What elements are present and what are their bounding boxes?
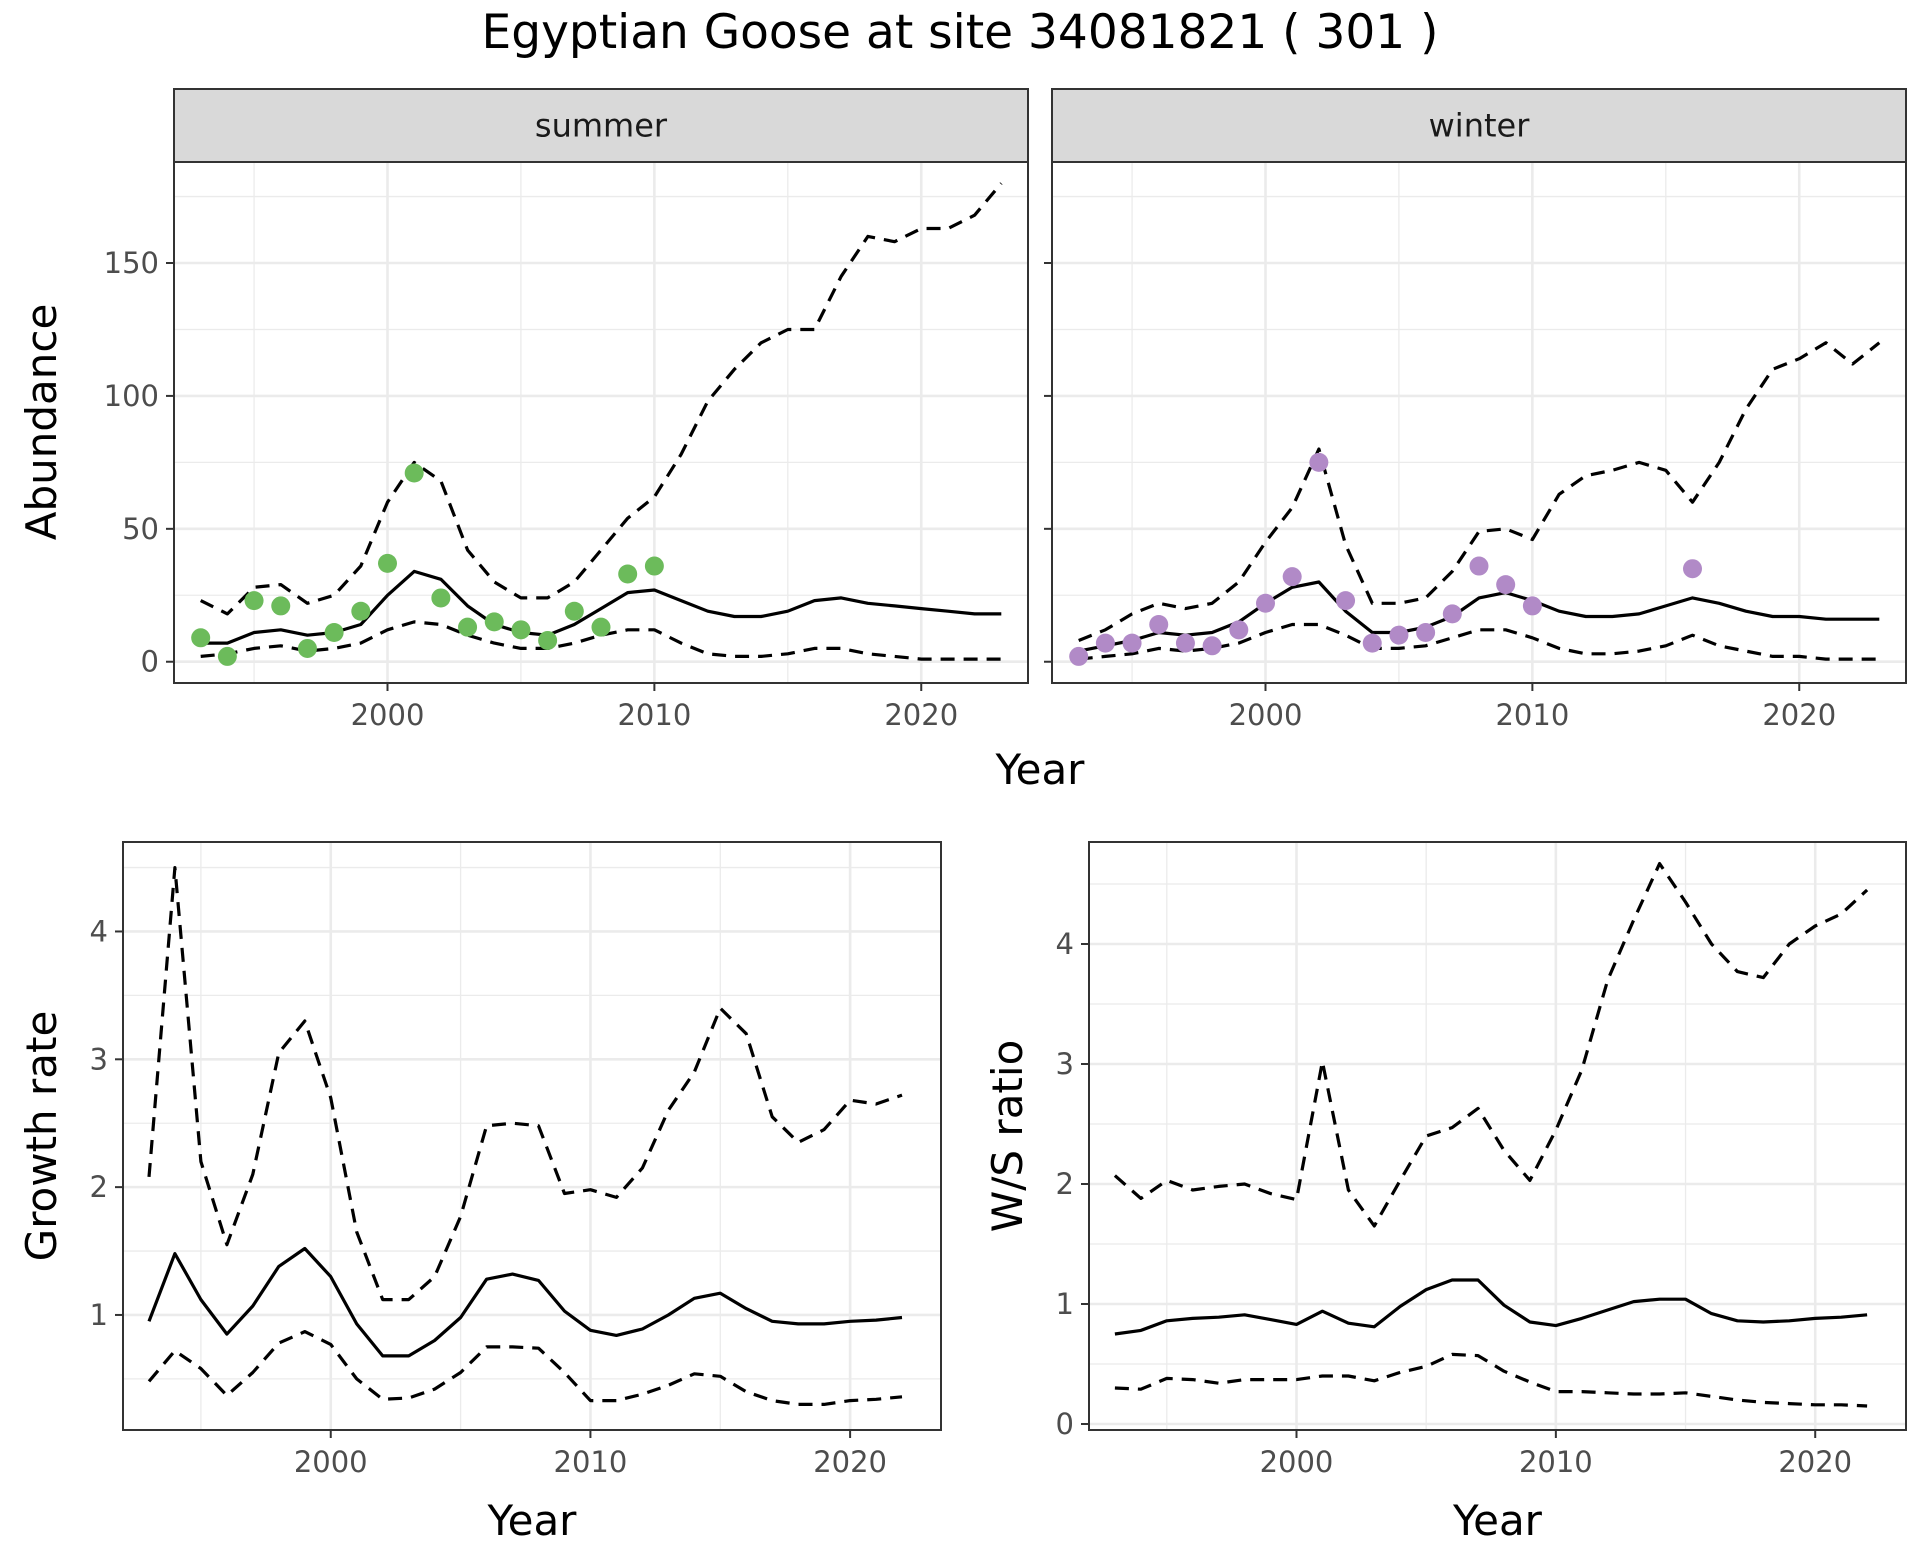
panel-border — [1051, 161, 1907, 684]
data-point — [484, 612, 504, 632]
x-tick-label: 2020 — [1778, 1445, 1852, 1479]
top-x-axis-title: Year — [995, 745, 1086, 794]
x-tick-label: 2010 — [617, 698, 691, 732]
x-tick-label: 2000 — [351, 698, 425, 732]
data-point — [244, 591, 264, 611]
x-tick-label: 2010 — [1495, 698, 1569, 732]
x-tick-label: 2000 — [1229, 698, 1303, 732]
series-line-lower — [147, 1329, 903, 1407]
shared-axis-labels: Year Abundance — [17, 304, 1085, 794]
data-point — [191, 628, 211, 648]
plot-background — [1089, 842, 1906, 1430]
data-point — [1683, 559, 1702, 579]
data-point — [1202, 636, 1222, 656]
y-tick-label: 2 — [1056, 1167, 1074, 1201]
data-point — [1496, 575, 1516, 595]
data-point — [538, 630, 558, 650]
x-tick-label: 2000 — [1260, 1445, 1334, 1479]
series-line-upper — [1113, 861, 1869, 1228]
series-line-fit — [1078, 580, 1880, 653]
series-line-upper — [1078, 341, 1881, 642]
chart-title: Egyptian Goose at site 34081821 ( 301 ) — [482, 5, 1439, 60]
data-point — [217, 646, 237, 666]
panel-border — [173, 161, 1029, 684]
y-axis-title: Growth rate — [17, 1011, 66, 1262]
data-point — [1069, 646, 1089, 666]
panel-ws-ratio: 2000 2010 2020 0 1 2 3 4 Year W/S ratio — [983, 841, 1907, 1545]
data-point — [1442, 604, 1462, 624]
data-point — [378, 553, 397, 573]
y-tick-label: 4 — [1056, 927, 1074, 961]
facet-label: winter — [1429, 107, 1531, 145]
data-point — [404, 463, 424, 483]
y-tick-label: 3 — [90, 1042, 108, 1076]
data-point — [271, 596, 291, 616]
facet-label: summer — [535, 107, 668, 145]
x-tick-label: 2020 — [813, 1445, 887, 1479]
data-point — [1336, 591, 1356, 611]
data-point — [1389, 625, 1409, 645]
y-tick-label: 3 — [1056, 1047, 1074, 1081]
x-tick-label: 2020 — [1762, 698, 1836, 732]
y-tick-label: 100 — [104, 379, 159, 413]
data-point — [1149, 615, 1169, 635]
plot-background — [123, 842, 941, 1430]
x-tick-label: 2010 — [1519, 1445, 1593, 1479]
series-line-fit — [147, 1246, 903, 1358]
series-line-upper — [199, 182, 1003, 616]
data-point — [591, 617, 611, 637]
x-tick-label: 2020 — [884, 698, 958, 732]
y-axis-title: W/S ratio — [983, 1040, 1032, 1233]
y-tick-label: 1 — [1056, 1287, 1074, 1321]
data-point — [1469, 556, 1489, 576]
data-point — [1229, 620, 1249, 640]
x-tick-label: 2000 — [294, 1445, 368, 1479]
data-point — [1256, 593, 1275, 613]
data-point — [1175, 633, 1195, 653]
data-point — [1309, 452, 1329, 472]
x-axis-title: Year — [1452, 1496, 1543, 1545]
panel-summer: summer 2000 2010 2020 0 50 100 150 — [104, 88, 1029, 732]
data-point — [297, 638, 317, 658]
panel-winter: winter 2000 2010 2020 — [1044, 88, 1907, 732]
facet-strip — [1051, 88, 1907, 163]
panel-border — [122, 841, 942, 1431]
y-tick-label: 4 — [90, 914, 108, 948]
plot-background — [174, 162, 1028, 683]
x-tick-label: 2010 — [554, 1445, 628, 1479]
series-line-lower — [1114, 1352, 1868, 1408]
data-point — [324, 622, 344, 642]
data-point — [458, 617, 478, 637]
data-point — [1122, 633, 1142, 653]
top-y-axis-title: Abundance — [17, 304, 66, 541]
data-point — [1522, 596, 1542, 616]
x-axis-title: Year — [487, 1496, 578, 1545]
data-point — [511, 620, 531, 640]
y-tick-label: 150 — [104, 246, 159, 280]
data-point — [1095, 633, 1115, 653]
data-point — [1282, 567, 1302, 587]
data-point — [618, 564, 638, 584]
data-point — [1416, 622, 1436, 642]
data-point — [431, 588, 451, 608]
y-tick-label: 0 — [141, 645, 159, 679]
data-point — [564, 601, 584, 621]
data-point — [1362, 633, 1382, 653]
y-tick-label: 0 — [1056, 1407, 1074, 1441]
data-point — [351, 601, 371, 621]
panel-border — [1088, 841, 1907, 1431]
plot-background — [1052, 162, 1906, 683]
panel-growth-rate: 2000 2010 2020 1 2 3 4 Year Growth rate — [17, 841, 942, 1545]
data-point — [644, 556, 664, 576]
series-line-upper — [147, 865, 903, 1302]
series-line-fit — [1114, 1278, 1868, 1336]
y-tick-label: 1 — [90, 1298, 108, 1332]
y-tick-label: 2 — [90, 1170, 108, 1204]
facet-strip — [173, 88, 1029, 163]
y-tick-label: 50 — [122, 512, 159, 546]
